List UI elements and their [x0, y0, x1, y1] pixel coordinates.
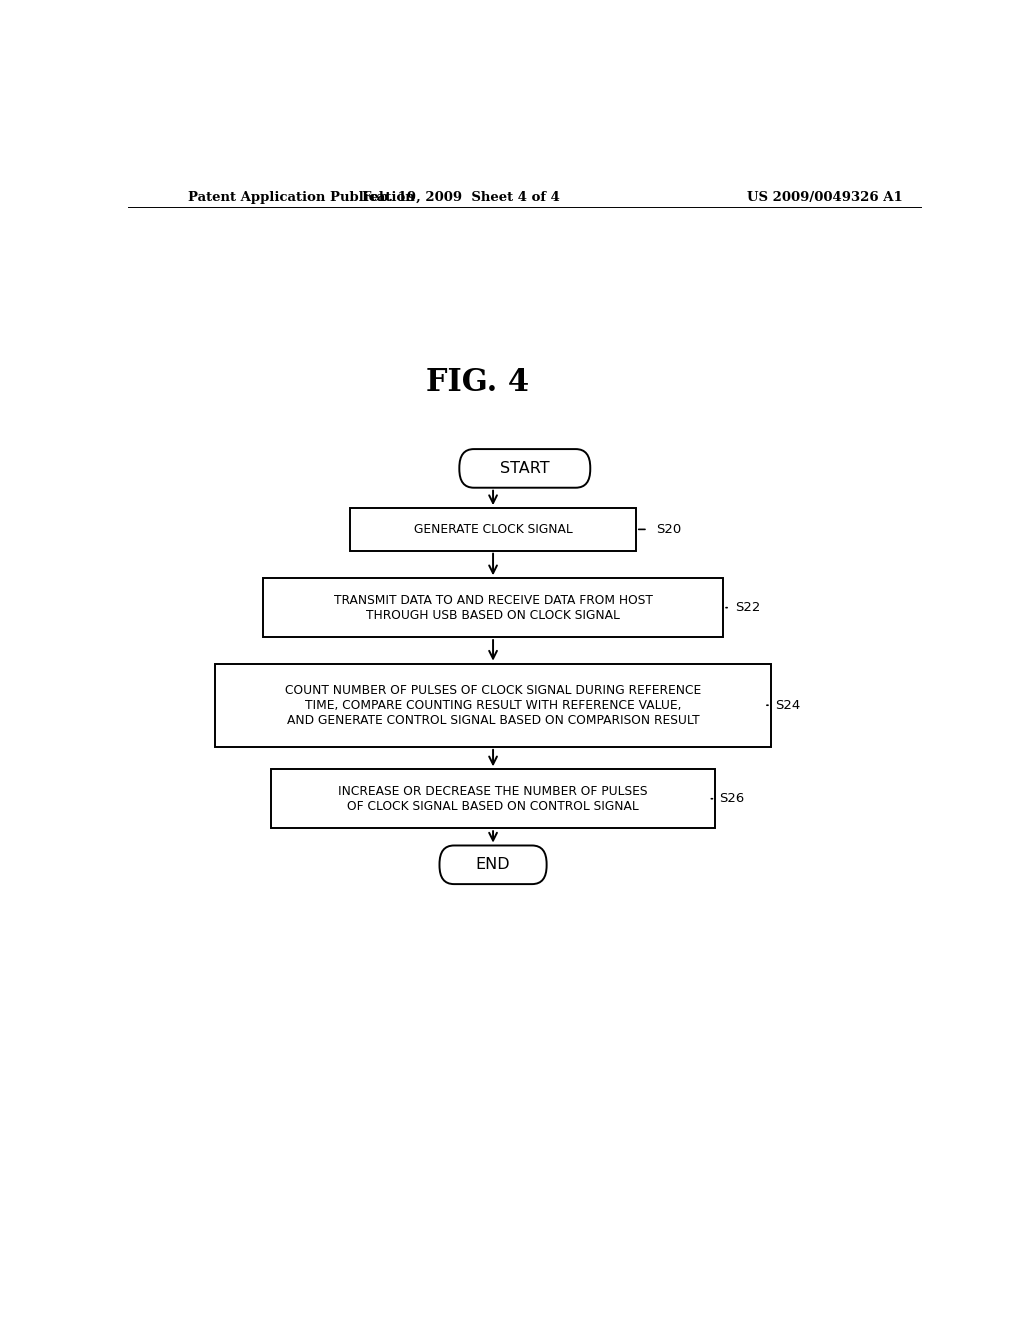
Text: FIG. 4: FIG. 4: [426, 367, 528, 397]
Text: START: START: [500, 461, 550, 477]
FancyBboxPatch shape: [270, 770, 715, 828]
Text: GENERATE CLOCK SIGNAL: GENERATE CLOCK SIGNAL: [414, 523, 572, 536]
Text: S26: S26: [719, 792, 744, 805]
FancyBboxPatch shape: [215, 664, 771, 747]
Text: S20: S20: [655, 523, 681, 536]
Text: END: END: [476, 857, 510, 873]
Text: S24: S24: [775, 698, 800, 711]
Text: Feb. 19, 2009  Sheet 4 of 4: Feb. 19, 2009 Sheet 4 of 4: [362, 190, 560, 203]
FancyBboxPatch shape: [263, 578, 723, 638]
FancyBboxPatch shape: [460, 449, 590, 487]
Text: US 2009/0049326 A1: US 2009/0049326 A1: [748, 190, 903, 203]
FancyBboxPatch shape: [439, 846, 547, 884]
Text: COUNT NUMBER OF PULSES OF CLOCK SIGNAL DURING REFERENCE
TIME, COMPARE COUNTING R: COUNT NUMBER OF PULSES OF CLOCK SIGNAL D…: [285, 684, 701, 727]
Text: S22: S22: [735, 601, 761, 614]
Text: INCREASE OR DECREASE THE NUMBER OF PULSES
OF CLOCK SIGNAL BASED ON CONTROL SIGNA: INCREASE OR DECREASE THE NUMBER OF PULSE…: [338, 784, 648, 813]
FancyBboxPatch shape: [350, 508, 636, 550]
Text: TRANSMIT DATA TO AND RECEIVE DATA FROM HOST
THROUGH USB BASED ON CLOCK SIGNAL: TRANSMIT DATA TO AND RECEIVE DATA FROM H…: [334, 594, 652, 622]
Text: Patent Application Publication: Patent Application Publication: [187, 190, 415, 203]
